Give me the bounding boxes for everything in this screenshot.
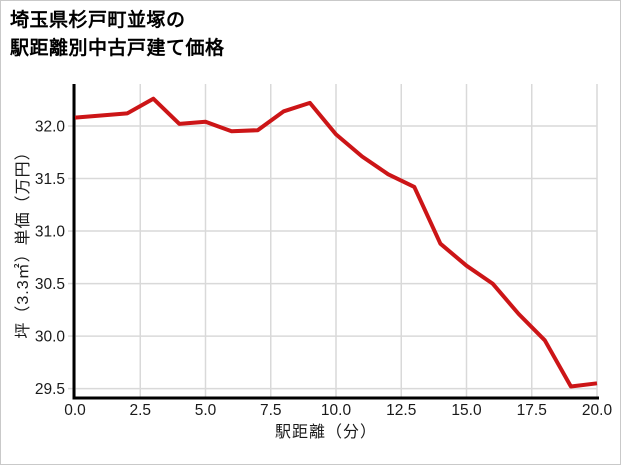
chart-title-line2: 駅距離別中古戸建て価格	[10, 38, 225, 59]
y-tick-label: 31.0	[35, 224, 66, 241]
x-tick-label: 17.5	[517, 402, 547, 419]
x-tick-label: 12.5	[386, 402, 416, 419]
y-tick-label: 29.5	[35, 381, 65, 398]
x-tick-label: 10.0	[321, 402, 352, 419]
x-tick-label: 15.0	[451, 402, 482, 419]
y-tick-label: 30.5	[35, 276, 65, 293]
x-tick-label: 5.0	[195, 402, 217, 419]
y-tick-label: 31.5	[35, 171, 65, 188]
y-tick-label: 30.0	[35, 329, 66, 346]
x-tick-label: 2.5	[129, 402, 151, 419]
x-tick-label: 20.0	[582, 402, 613, 419]
chart-title-line1: 埼玉県杉戸町並塚の	[10, 10, 186, 31]
x-tick-label: 7.5	[260, 402, 282, 419]
chart-title: 埼玉県杉戸町並塚の 駅距離別中古戸建て価格	[10, 7, 225, 63]
y-tick-label: 32.0	[35, 119, 66, 136]
x-tick-label: 0.0	[64, 402, 86, 419]
price-line-series	[74, 96, 598, 389]
x-axis-label: 駅距離（分）	[274, 424, 378, 441]
